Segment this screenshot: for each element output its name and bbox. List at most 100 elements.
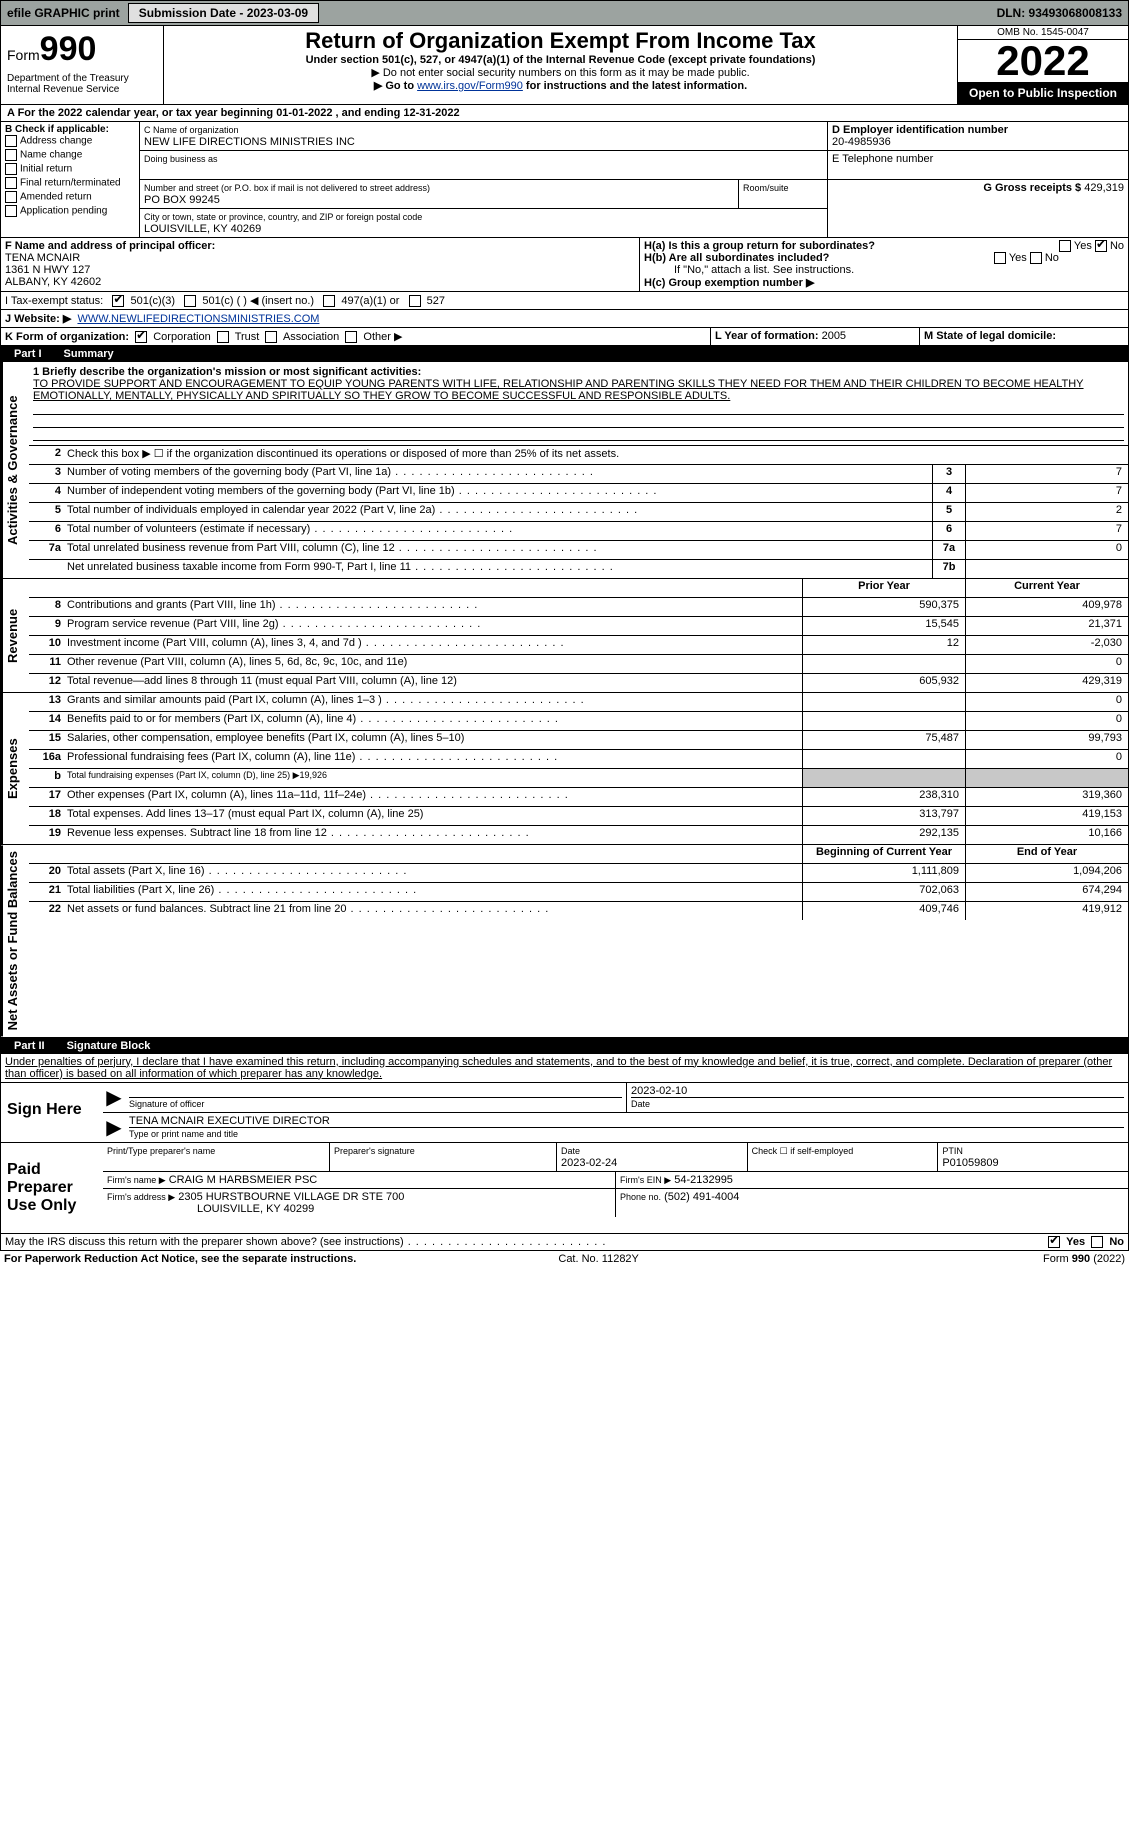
firm-addr-label: Firm's address ▶ [107,1192,175,1202]
may-irs-discuss: May the IRS discuss this return with the… [0,1234,1129,1251]
irs-link[interactable]: www.irs.gov/Form990 [417,80,523,92]
line13: Grants and similar amounts paid (Part IX… [67,694,382,706]
dept-label: Department of the Treasury Internal Reve… [7,69,157,95]
ha-no[interactable]: No [1110,240,1124,252]
chk-initial-return[interactable]: Initial return [20,164,72,175]
chk-amended[interactable]: Amended return [20,192,92,203]
chk-501c3[interactable] [112,295,124,307]
p8: 590,375 [802,598,965,616]
may-text: May the IRS discuss this return with the… [5,1236,404,1248]
chk-corp[interactable] [135,331,147,343]
chk-527[interactable] [409,295,421,307]
line-j: J Website: ▶ WWW.NEWLIFEDIRECTIONSMINIST… [0,310,1129,328]
line22: Net assets or fund balances. Subtract li… [67,903,346,915]
officer-printed-name: TENA MCNAIR EXECUTIVE DIRECTOR [129,1115,1124,1128]
c14: 0 [965,712,1128,730]
side-governance: Activities & Governance [1,362,29,578]
val6: 7 [965,522,1128,540]
line21: Total liabilities (Part X, line 26) [67,884,214,896]
p9: 15,545 [802,617,965,635]
prep-date: 2023-02-24 [561,1157,617,1169]
firm-name-label: Firm's name ▶ [107,1175,166,1185]
c8: 409,978 [965,598,1128,616]
p16a [802,750,965,768]
c18: 419,153 [965,807,1128,825]
b20: 1,111,809 [802,864,965,882]
gross-receipts-value: 429,319 [1084,182,1124,194]
line2: Check this box ▶ ☐ if the organization d… [65,446,1128,464]
website-link[interactable]: WWW.NEWLIFEDIRECTIONSMINISTRIES.COM [77,313,319,325]
efile-label: efile GRAPHIC print [7,6,120,20]
chk-app-pending[interactable]: Application pending [20,206,107,217]
phone-label: Phone no. [620,1192,661,1202]
firm-addr1: 2305 HURSTBOURNE VILLAGE DR STE 700 [178,1191,404,1203]
entity-block: B Check if applicable: Address change Na… [0,122,1129,238]
ein-value: 20-4985936 [832,136,891,148]
p10: 12 [802,636,965,654]
val5: 2 [965,503,1128,521]
chk-address-change[interactable]: Address change [20,136,92,147]
b22: 409,746 [802,902,965,920]
org-name: NEW LIFE DIRECTIONS MINISTRIES INC [144,136,355,148]
p11 [802,655,965,673]
firm-ein: 54-2132995 [674,1174,733,1186]
org-address: PO BOX 99245 [144,194,220,206]
tax-year: 2022 [958,40,1128,82]
p19: 292,135 [802,826,965,844]
side-netassets: Net Assets or Fund Balances [1,845,29,1036]
val7b [965,560,1128,578]
dln-label: DLN: 93493068008133 [997,6,1122,20]
val4: 7 [965,484,1128,502]
line5: Total number of individuals employed in … [67,504,435,516]
line11: Other revenue (Part VIII, column (A), li… [67,656,407,668]
j-label: J Website: ▶ [5,313,71,325]
p13 [802,693,965,711]
p18: 313,797 [802,807,965,825]
chk-trust[interactable] [217,331,229,343]
cat-no: Cat. No. 11282Y [558,1253,639,1265]
sign-here-block: Sign Here ▶ Signature of officer 2023-02… [0,1083,1129,1143]
city-label: City or town, state or province, country… [144,212,422,222]
c17: 319,360 [965,788,1128,806]
hdr-begin: Beginning of Current Year [802,845,965,863]
col-b-checkboxes: B Check if applicable: Address change Na… [1,122,140,237]
b21: 702,063 [802,883,965,901]
chk-assoc[interactable] [265,331,277,343]
part2-title: Signature Block [59,1038,159,1054]
may-yes[interactable] [1048,1236,1060,1248]
chk-name-change[interactable]: Name change [20,150,82,161]
chk-final-return[interactable]: Final return/terminated [20,178,121,189]
mission-text: TO PROVIDE SUPPORT AND ENCOURAGEMENT TO … [33,378,1124,402]
hdr-end: End of Year [965,845,1128,863]
may-no[interactable] [1091,1236,1103,1248]
chk-501c[interactable] [184,295,196,307]
submission-date-button[interactable]: Submission Date - 2023-03-09 [128,3,319,23]
firm-ein-label: Firm's EIN ▶ [620,1175,671,1185]
chk-4947[interactable] [323,295,335,307]
line3: Number of voting members of the governin… [67,466,391,478]
ha-yes[interactable]: Yes [1074,240,1092,252]
ptin-label: PTIN [942,1146,963,1156]
chk-other[interactable] [345,331,357,343]
arrow-icon: ▶ [103,1113,125,1142]
e21: 674,294 [965,883,1128,901]
hb-yes[interactable]: Yes [1009,252,1027,264]
k-l-m-row: K Form of organization: Corporation Trus… [0,328,1129,346]
line4: Number of independent voting members of … [67,485,455,497]
officer-addr1: 1361 N HWY 127 [5,264,90,276]
line17: Other expenses (Part IX, column (A), lin… [67,789,366,801]
hb-no[interactable]: No [1045,252,1059,264]
firm-addr2: LOUISVILLE, KY 40299 [107,1203,314,1215]
line7b: Net unrelated business taxable income fr… [67,561,411,573]
prep-sig-label: Preparer's signature [334,1146,415,1156]
line18: Total expenses. Add lines 13–17 (must eq… [67,808,423,820]
line9: Program service revenue (Part VIII, line… [67,618,279,630]
hb-note: If "No," attach a list. See instructions… [644,264,1124,276]
hb-label: H(b) Are all subordinates included? [644,252,829,264]
val3: 7 [965,465,1128,483]
line19: Revenue less expenses. Subtract line 18 … [67,827,327,839]
line14: Benefits paid to or for members (Part IX… [67,713,356,725]
hdr-current: Current Year [965,579,1128,597]
p14 [802,712,965,730]
self-emp-check[interactable]: Check ☐ if self-employed [752,1146,854,1156]
